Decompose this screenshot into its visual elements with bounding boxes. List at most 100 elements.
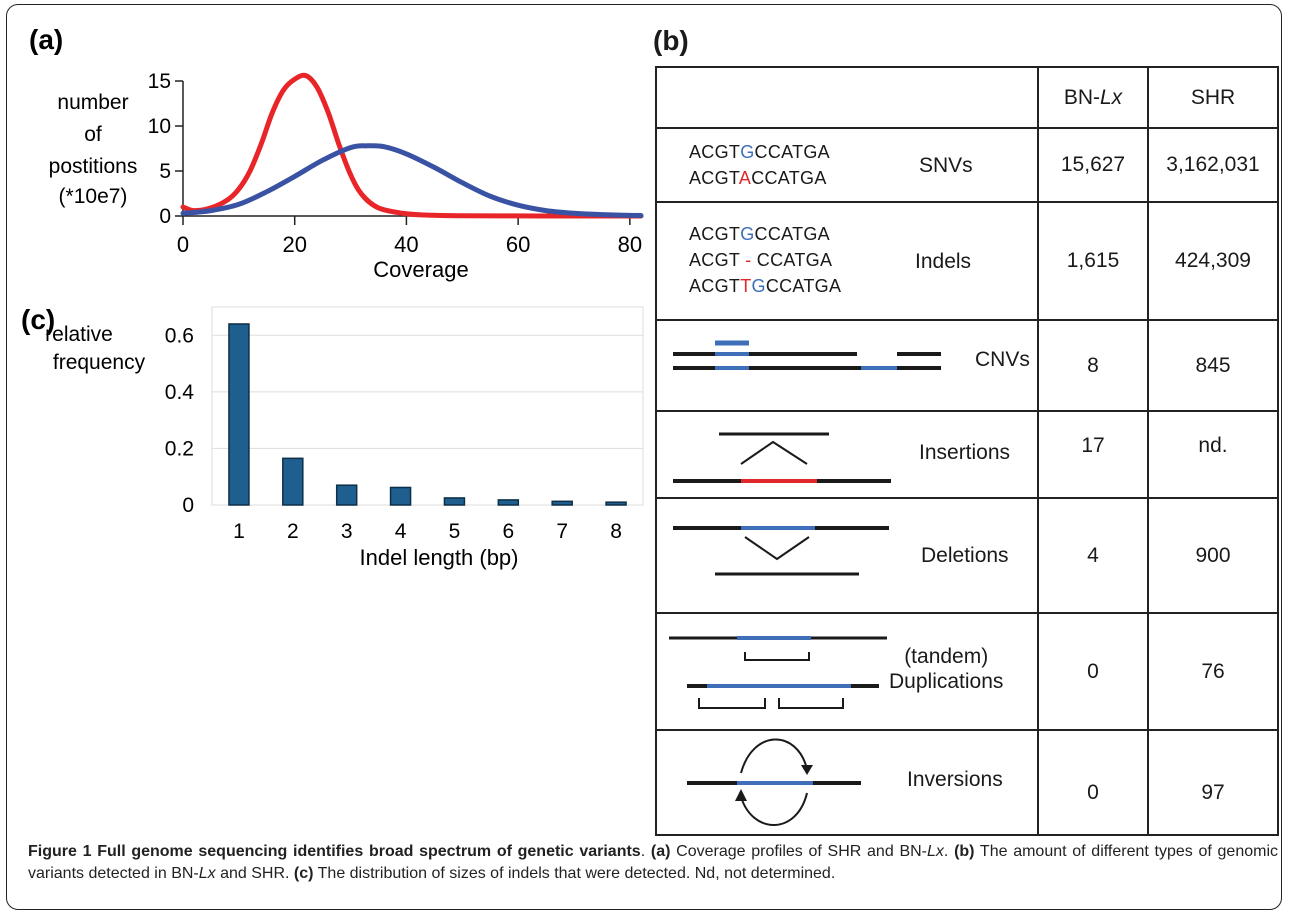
shr-deletions: 900 [1147,497,1279,614]
y-tick-label: 15 [148,70,171,93]
series-line-blue [180,143,644,219]
shr-duplications: 76 [1147,612,1279,731]
y-tick-label: 0.4 [165,381,195,404]
arrow-down-icon [801,765,813,775]
shr-cnvs: 845 [1147,319,1279,412]
x-tick-label: 2 [287,520,299,543]
variant-label-cnvs: CNVs [975,348,1030,371]
x-tick-label: 20 [282,232,306,257]
variant-cell-cnvs: CNVs [655,319,1039,412]
y-axis-label-line: frequency [53,351,146,374]
series-line-red [180,72,644,219]
bn-lx-deletions: 4 [1037,497,1149,614]
inversion-diagram [687,738,861,826]
y-tick-label: 0.2 [165,437,194,460]
x-tick-label: 7 [556,520,568,543]
figure-caption: Figure 1 Full genome sequencing identifi… [28,843,1279,882]
x-tick-label: 6 [502,520,514,543]
table-row: Insertions 17 nd. [655,410,1279,499]
header-shr: SHR [1147,66,1279,129]
coverage-axes: 0 5 10 15 0 20 40 60 80 [148,70,642,257]
snv-sequences: ACGTGCCATGA ACGTACCATGA [689,142,830,188]
arrow-up-icon [735,789,747,801]
variants-table: BN-Lx SHR ACGTGCCATGA ACGTACCATGA SNVs 1… [655,66,1279,836]
table-row: ACGTGCCATGA ACGT - CCATGA ACGTTGCCATGA I… [655,201,1279,321]
variant-label-deletions: Deletions [921,544,1009,567]
table-row: CNVs 8 845 [655,319,1279,412]
variant-label-snvs: SNVs [919,154,973,177]
insertion-diagram [673,432,891,483]
variant-label-inversions: Inversions [907,768,1003,791]
bn-lx-cnvs: 8 [1037,319,1149,412]
variant-cell-deletions: Deletions [655,497,1039,614]
variant-label-duplications: (tandem) Duplications [889,645,1004,693]
coverage-curves [180,72,644,219]
bar [551,500,573,506]
bn-lx-inversions: 0 [1037,729,1149,836]
cnv-diagram [673,340,941,370]
variant-label-insertions: Insertions [919,441,1011,464]
indel-x-axis-label: Indel length (bp) [360,545,519,570]
indel-sequences: ACGTGCCATGA ACGT - CCATGA ACGTTGCCATGA [689,224,842,296]
x-tick-label: 40 [394,232,418,257]
deletion-diagram [673,526,889,576]
x-tick-label: 5 [449,520,461,543]
y-axis-label-line: postitions [49,155,138,178]
coverage-x-axis-label: Coverage [373,257,468,282]
y-tick-label: 5 [159,160,171,183]
bar [228,323,250,506]
variant-label-indels: Indels [915,250,972,273]
coverage-y-axis-label: number of postitions (*10e7) [49,91,138,208]
table-row: (tandem) Duplications 0 76 [655,612,1279,731]
figure-frame: (a) number of postitions (*10e7) 0 5 10 15 0 20 4… [6,4,1282,910]
panel-b-label: (b) [653,25,689,56]
y-tick-label: 0 [159,205,171,228]
bn-lx-indels: 1,615 [1037,201,1149,321]
header-blank [655,66,1039,129]
y-tick-label: 0 [182,494,194,517]
y-tick-label: 0.6 [165,324,194,347]
coverage-chart: (a) number of postitions (*10e7) 0 5 10 15 0 20 4… [29,24,644,282]
y-axis-label-line: relative [45,323,113,346]
x-tick-label: 80 [618,232,642,257]
shr-snvs: 3,162,031 [1147,127,1279,203]
bn-lx-insertions: 17 [1037,410,1149,499]
plot-area [211,306,644,506]
x-tick-label: 0 [177,232,189,257]
table-row: ACGTGCCATGA ACGTACCATGA SNVs 15,627 3,16… [655,127,1279,203]
bar [497,499,520,506]
indel-y-axis-label: relative frequency [45,323,145,374]
x-tick-label: 4 [395,520,407,543]
caption-title: Figure 1 Full genome sequencing identifi… [28,843,641,860]
bar [335,484,358,506]
indel-axes: 0 0.2 0.4 0.6 1 2 3 4 5 6 7 8 [165,306,644,543]
duplication-diagram [669,636,887,709]
y-axis-label-line: of [84,123,102,146]
x-tick-label: 60 [506,232,530,257]
variant-cell-indels: ACGTGCCATGA ACGT - CCATGA ACGTTGCCATGA I… [655,201,1039,321]
table-row: Inversions 0 97 [655,729,1279,836]
bar [605,501,627,506]
shr-insertions: nd. [1147,410,1279,499]
variant-cell-insertions: Insertions [655,410,1039,499]
variant-cell-snvs: ACGTGCCATGA ACGTACCATGA SNVs [655,127,1039,203]
x-tick-label: 3 [341,520,353,543]
panel-c-label: (c) [21,304,55,335]
table-header-row: BN-Lx SHR [655,66,1279,129]
header-bn-lx: BN-Lx [1037,66,1149,129]
bn-lx-duplications: 0 [1037,612,1149,731]
panel-a-label: (a) [29,24,63,55]
bar [389,486,412,506]
table-row: Deletions 4 900 [655,497,1279,614]
y-axis-label-line: number [57,91,128,114]
indel-bars [228,323,627,506]
x-tick-label: 1 [233,520,245,543]
variant-cell-duplications: (tandem) Duplications [655,612,1039,731]
bar [443,497,466,506]
variant-cell-inversions: Inversions [655,729,1039,836]
shr-indels: 424,309 [1147,201,1279,321]
y-tick-label: 10 [148,115,171,138]
bn-lx-snvs: 15,627 [1037,127,1149,203]
shr-inversions: 97 [1147,729,1279,836]
indel-length-chart: (c) relative frequency 0 0.2 0.4 0.6 1 2 3 4 5 6 7 8… [21,304,644,570]
